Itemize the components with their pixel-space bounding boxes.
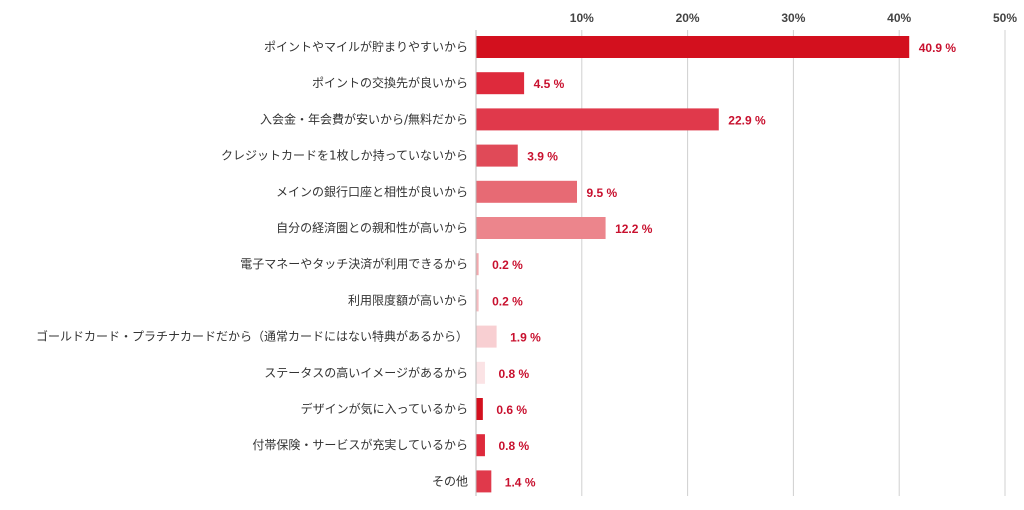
x-tick-label: 40% [887, 11, 911, 25]
category-label: デザインが気に入っているから [301, 401, 468, 416]
bar [476, 325, 497, 348]
bar [476, 217, 606, 239]
category-label: メインの銀行口座と相性が良いから [276, 184, 468, 199]
category-label: ステータスの高いイメージがあるから [264, 365, 468, 380]
bar [476, 72, 525, 95]
data-label: 0.6 % [496, 403, 527, 417]
category-label: クレジットカードを1枚しか持っていないから [221, 148, 468, 163]
bar [476, 108, 719, 131]
x-tick-label: 30% [781, 11, 805, 25]
data-label: 9.5 % [587, 186, 618, 200]
data-label: 0.2 % [492, 294, 523, 308]
category-label: 入会金・年会費が安いから/無料だから [260, 111, 468, 126]
data-label: 0.8 % [498, 439, 529, 453]
bar [476, 434, 485, 457]
x-tick-label: 50% [993, 11, 1017, 25]
bar [476, 361, 485, 384]
data-label: 40.9 % [919, 41, 957, 55]
data-label: 1.9 % [510, 331, 541, 345]
bar [476, 144, 518, 167]
data-label: 4.5 % [534, 77, 565, 91]
data-label: 1.4 % [505, 475, 536, 489]
category-label: ポイントやマイルが貯まりやすいから [264, 39, 468, 54]
bar [476, 398, 483, 420]
bar [476, 180, 578, 203]
category-label: 自分の経済圏との親和性が高いから [276, 220, 468, 235]
data-label: 3.9 % [527, 150, 558, 164]
bar [476, 253, 479, 276]
category-label: その他 [432, 474, 468, 488]
data-label: 12.2 % [615, 222, 653, 236]
category-label: 付帯保険・サービスが充実しているから [252, 437, 468, 452]
data-label: 22.9 % [728, 113, 766, 127]
data-label: 0.2 % [492, 258, 523, 272]
x-tick-label: 10% [570, 11, 594, 25]
bar [476, 470, 492, 493]
category-label: 利用限度額が高いから [348, 292, 468, 307]
category-label: ポイントの交換先が良いから [312, 75, 468, 90]
bar [476, 36, 910, 58]
category-label: ゴールドカード・プラチナカードだから（通常カードにはない特典があるから） [36, 329, 468, 344]
data-label: 0.8 % [498, 367, 529, 381]
x-tick-label: 20% [676, 11, 700, 25]
category-label: 電子マネーやタッチ決済が利用できるから [240, 256, 468, 271]
bar [476, 289, 479, 312]
